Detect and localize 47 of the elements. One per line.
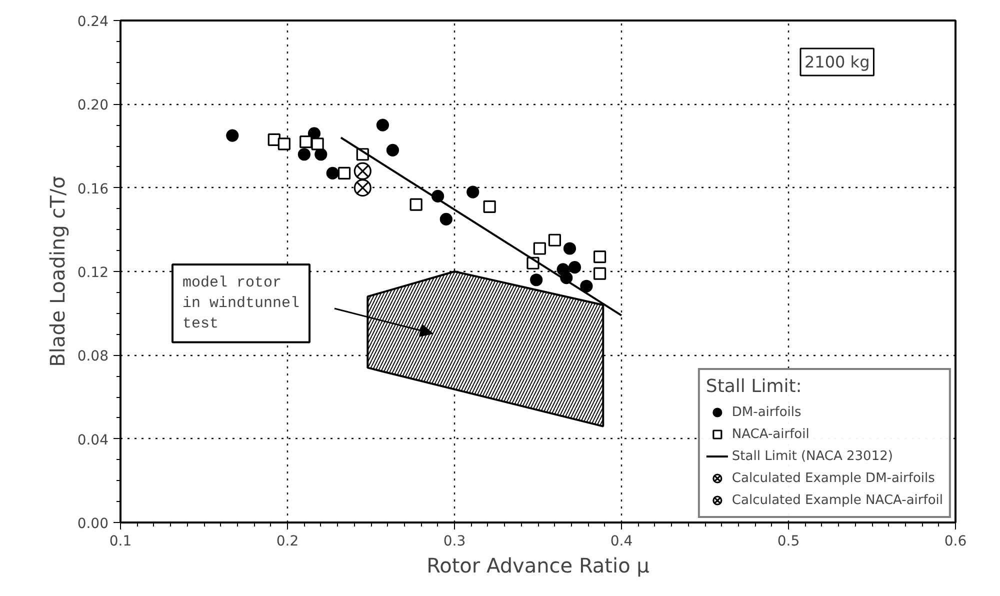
y-tick-label: 0.00 [77, 516, 108, 532]
point [410, 198, 422, 211]
legend-label: Calculated Example NACA-airfoil [732, 492, 943, 508]
point [314, 148, 328, 161]
x-tick-label: 0.3 [443, 534, 466, 550]
y-tick-label: 0.16 [77, 181, 109, 198]
point [376, 118, 389, 132]
point [278, 138, 290, 150]
legend-label: Stall Limit (NACA 23012) [732, 448, 893, 464]
x-tick-label: 0.5 [777, 534, 800, 550]
y-tick-label: 0.24 [77, 14, 109, 30]
annotation: 2100 kg [804, 52, 870, 72]
x-tick-label: 0.1 [109, 534, 132, 550]
y-tick-label: 0.12 [77, 265, 108, 281]
point [338, 166, 351, 180]
x-axis-title: Rotor Advance Ratio μ [426, 554, 650, 578]
point [354, 179, 372, 197]
y-tick-label: 0.04 [77, 432, 109, 448]
point [386, 144, 400, 156]
point [298, 148, 310, 161]
legend-label: Calculated Example DM-airfoils [732, 470, 935, 486]
point [593, 250, 606, 264]
point [354, 162, 372, 180]
point [326, 166, 339, 180]
annotation: model rotor in windtunnel test [182, 274, 300, 332]
point [563, 242, 576, 255]
x-tick-label: 0.2 [276, 534, 299, 550]
point [568, 261, 582, 274]
point [300, 136, 312, 148]
point [483, 200, 496, 213]
point [311, 138, 324, 150]
legend-label: NACA-airfoil [732, 426, 810, 442]
x-tick-label: 0.6 [944, 534, 967, 550]
legend-title: Stall Limit: [706, 376, 803, 397]
point [530, 274, 543, 286]
y-tick-label: 0.08 [77, 348, 108, 365]
x-tick-label: 0.4 [610, 534, 633, 550]
y-tick-label: 0.20 [77, 98, 108, 114]
point [593, 267, 606, 280]
point [226, 129, 239, 142]
y-axis-title: Blade Loading cT/σ [45, 176, 70, 367]
point [548, 234, 561, 246]
point [440, 212, 452, 226]
point [533, 242, 546, 255]
point [580, 280, 593, 292]
legend-label: DM-airfoils [732, 404, 802, 420]
point [466, 186, 480, 198]
